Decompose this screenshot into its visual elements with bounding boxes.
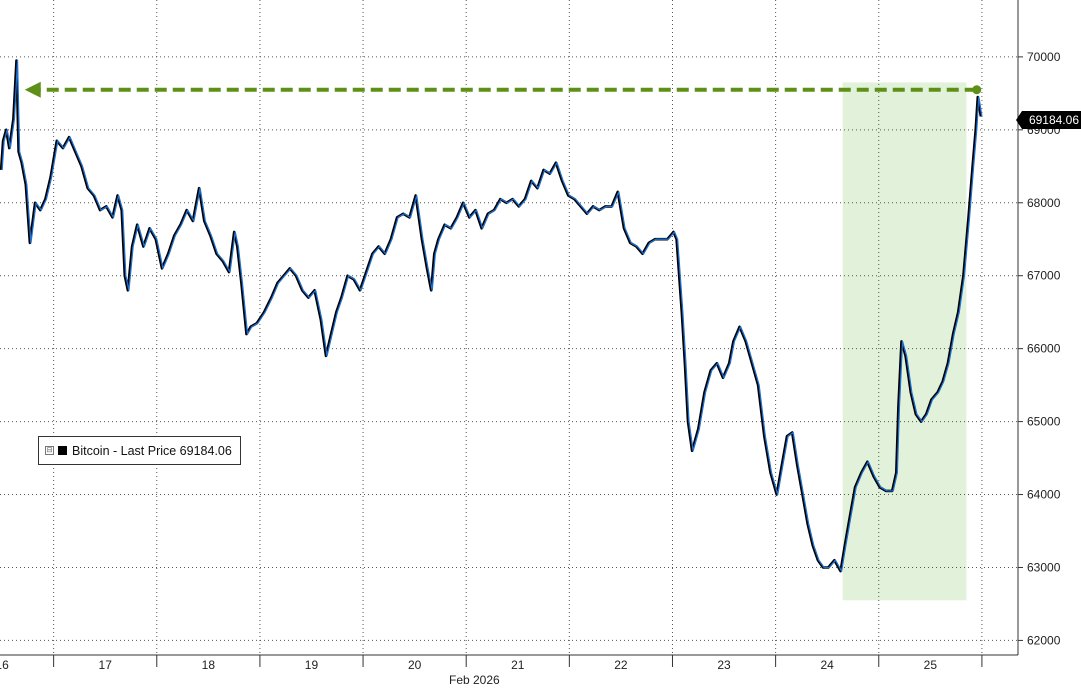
y-tick-label-64000: 64000 (1027, 488, 1061, 502)
highlight-region (842, 82, 967, 601)
x-tick-label-18: 18 (202, 658, 216, 672)
chart-legend: ⊟ Bitcoin - Last Price 69184.06 (38, 436, 241, 465)
reference-arrowhead (24, 81, 41, 98)
x-axis-title: Feb 2026 (449, 673, 500, 687)
last-price-badge: 69184.06 (1016, 111, 1081, 129)
x-tick-label-19: 19 (305, 658, 319, 672)
y-tick-label-63000: 63000 (1027, 560, 1061, 574)
y-tick-label-66000: 66000 (1027, 342, 1061, 356)
x-tick-label-23: 23 (717, 658, 731, 672)
x-tick-label-24: 24 (821, 658, 835, 672)
bitcoin-price-line (1, 59, 983, 572)
x-tick-label-16: 16 (0, 658, 9, 672)
legend-toggle-icon[interactable]: ⊟ (45, 446, 54, 455)
x-tick-label-20: 20 (408, 658, 422, 672)
x-tick-label-17: 17 (99, 658, 113, 672)
y-tick-label-62000: 62000 (1027, 633, 1061, 647)
y-tick-label-70000: 70000 (1027, 50, 1061, 64)
y-tick-label-68000: 68000 (1027, 196, 1061, 210)
x-tick-label-21: 21 (511, 658, 525, 672)
x-tick-label-22: 22 (614, 658, 628, 672)
y-tick-label-65000: 65000 (1027, 415, 1061, 429)
legend-series-label: Bitcoin - Last Price 69184.06 (72, 443, 232, 458)
y-tick-label-67000: 67000 (1027, 269, 1061, 283)
x-tick-label-25: 25 (924, 658, 938, 672)
legend-series-swatch (58, 446, 67, 455)
reference-start-dot (972, 85, 982, 95)
